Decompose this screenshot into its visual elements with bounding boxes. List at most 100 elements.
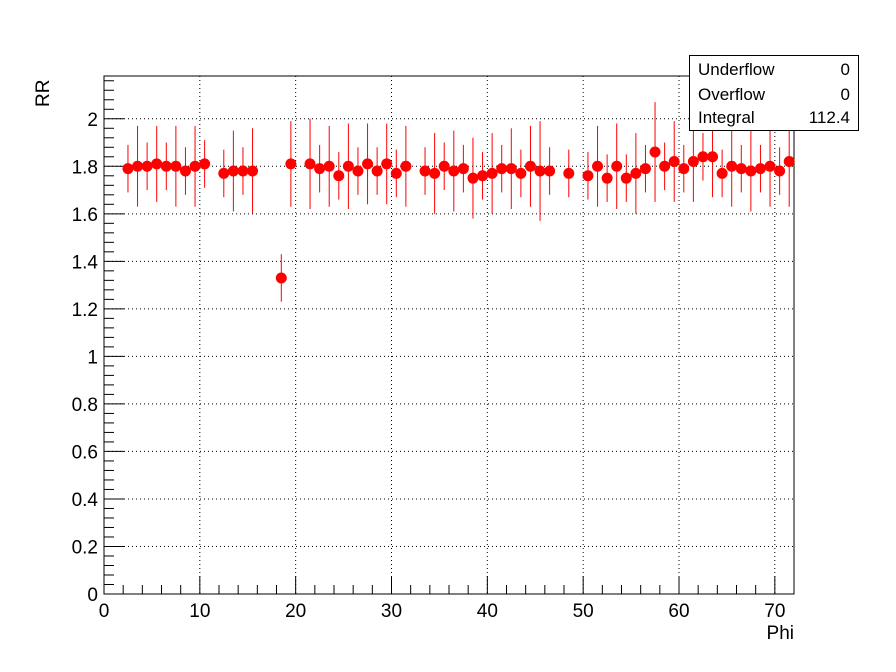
data-point [227, 165, 239, 177]
data-point [342, 160, 354, 172]
data-point [639, 163, 651, 175]
axes [103, 75, 795, 595]
data-point [754, 163, 766, 175]
y-tick-label: 1 [87, 347, 98, 368]
data-point [390, 167, 402, 179]
stats-underflow-row: Underflow 0 [698, 58, 850, 82]
data-point [132, 160, 144, 172]
x-tick-label: 30 [381, 601, 402, 622]
data-point [544, 165, 556, 177]
data-point [400, 160, 412, 172]
x-tick-label: 0 [99, 601, 110, 622]
error-bars [127, 102, 790, 302]
data-markers [122, 146, 795, 284]
data-point [745, 165, 757, 177]
data-point [237, 165, 249, 177]
integral-value: 112.4 [808, 108, 850, 127]
data-point [524, 160, 536, 172]
data-point [160, 160, 172, 172]
data-point [601, 172, 613, 184]
data-point [783, 156, 795, 168]
data-point [726, 160, 738, 172]
data-point [199, 158, 211, 170]
data-point [486, 167, 498, 179]
data-point [764, 160, 776, 172]
data-point [275, 272, 287, 284]
data-point [707, 151, 719, 163]
data-point [314, 163, 326, 175]
x-tick-label: 70 [764, 601, 785, 622]
y-tick-label: 0.6 [72, 442, 98, 463]
data-point [582, 170, 594, 182]
stats-integral-row: Integral 112.4 [698, 106, 850, 130]
data-point [141, 160, 153, 172]
data-point [534, 165, 546, 177]
data-point [687, 156, 699, 168]
data-point [170, 160, 182, 172]
data-point [438, 160, 450, 172]
data-point [620, 172, 632, 184]
data-point [448, 165, 460, 177]
data-point [189, 160, 201, 172]
data-point [515, 167, 527, 179]
y-tick-label: 1.8 [72, 157, 98, 178]
data-point [381, 158, 393, 170]
x-tick-label: 60 [668, 601, 689, 622]
overflow-label: Overflow [698, 85, 766, 104]
data-point [649, 146, 661, 158]
x-tick-label: 10 [189, 601, 210, 622]
data-point [122, 163, 134, 175]
y-axis-label: RR [33, 80, 54, 107]
y-tick-label: 1.6 [72, 205, 98, 226]
data-point [352, 165, 364, 177]
tick-labels: 0 10 20 30 40 50 60 70 0 0.2 0.4 0.6 0.8 1 1.2 1.4 1.6 1.… [72, 110, 786, 622]
data-point [467, 172, 479, 184]
data-point [419, 165, 431, 177]
data-point [630, 167, 642, 179]
data-point [611, 160, 623, 172]
data-point [716, 167, 728, 179]
x-tick-label: 40 [477, 601, 498, 622]
y-tick-label: 1.2 [72, 300, 98, 321]
y-tick-label: 2 [87, 110, 98, 131]
data-point [505, 163, 517, 175]
x-axis-label: Phi [767, 623, 794, 644]
data-point [678, 163, 690, 175]
data-point [218, 167, 230, 179]
data-point [362, 158, 374, 170]
data-point [179, 165, 191, 177]
data-point [333, 170, 345, 182]
data-point [285, 158, 297, 170]
y-tick-label: 0.4 [72, 490, 99, 511]
data-point [323, 160, 335, 172]
plot-frame [103, 75, 795, 595]
y-tick-label: 0 [87, 585, 98, 606]
stats-overflow-row: Overflow 0 [698, 83, 850, 107]
data-point [697, 151, 709, 163]
integral-label: Integral [698, 108, 755, 127]
data-point [429, 167, 441, 179]
x-tick-label: 20 [285, 601, 306, 622]
data-point [496, 163, 508, 175]
data-point [477, 170, 489, 182]
y-tick-label: 0.8 [72, 395, 98, 416]
data-point [304, 158, 316, 170]
data-point [247, 165, 259, 177]
data-point [735, 163, 747, 175]
data-point [371, 165, 383, 177]
data-point [151, 158, 163, 170]
data-point [592, 160, 604, 172]
data-point [774, 165, 786, 177]
underflow-label: Underflow [698, 60, 775, 79]
underflow-value: 0 [840, 60, 850, 79]
data-point [563, 167, 575, 179]
data-point [668, 156, 680, 168]
y-tick-label: 1.4 [72, 252, 99, 273]
y-tick-label: 0.2 [72, 537, 98, 558]
x-tick-label: 50 [573, 601, 594, 622]
overflow-value: 0 [840, 85, 850, 104]
axis-ticks [103, 80, 795, 595]
data-point [659, 160, 671, 172]
grid-lines [104, 76, 794, 594]
